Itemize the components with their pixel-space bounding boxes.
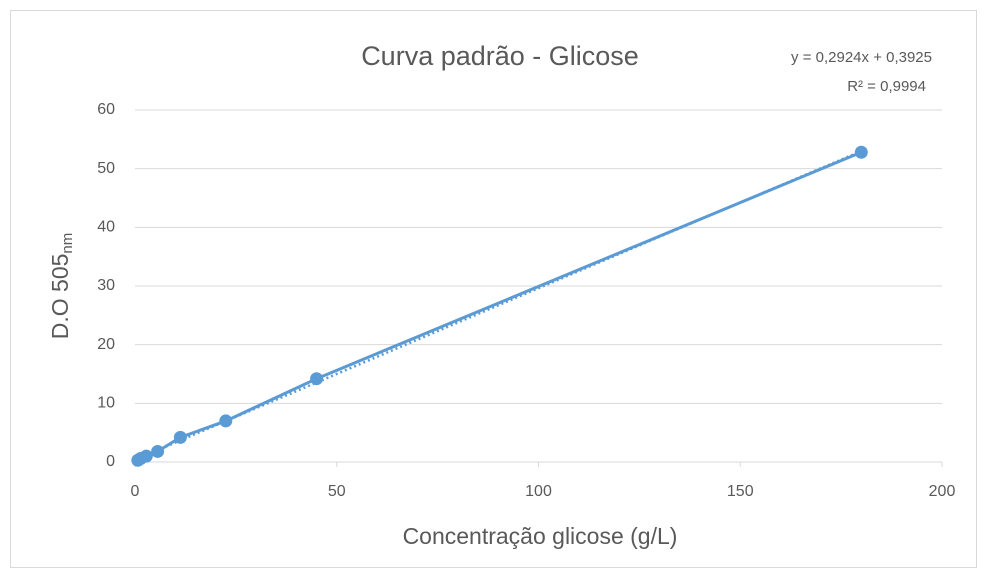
y-tick-label: 30	[97, 277, 115, 294]
point	[854, 145, 868, 159]
x-tick-label: 150	[727, 483, 754, 500]
point	[151, 444, 165, 458]
y-tick-label: 60	[97, 101, 115, 118]
y-tick-label: 10	[97, 395, 115, 412]
y-tick-label: 40	[97, 219, 115, 236]
trendline	[137, 149, 862, 460]
x-tick-label: 100	[525, 483, 552, 500]
point	[310, 372, 324, 386]
chart-title: Curva padrão - Glicose	[361, 41, 639, 71]
x-axis-label: Concentração glicose (g/L)	[403, 523, 678, 549]
x-tick-label: 0	[131, 483, 140, 500]
x-tick-label: 50	[328, 483, 346, 500]
r-squared: R² = 0,9994	[847, 78, 926, 95]
y-tick-label: 0	[106, 453, 115, 470]
x-tick-label: 200	[929, 483, 956, 500]
y-axis-label-sub: nm	[59, 233, 76, 254]
y-axis-label-main: D.O 505	[47, 254, 73, 340]
point	[139, 449, 153, 463]
chart-border	[10, 10, 977, 568]
y-axis-label: D.O 505nm	[47, 233, 76, 340]
y-tick-label: 50	[97, 160, 115, 177]
point	[219, 414, 233, 428]
equation: y = 0,2924x + 0,3925	[791, 49, 932, 66]
point	[173, 430, 187, 444]
y-tick-label: 20	[97, 336, 115, 353]
